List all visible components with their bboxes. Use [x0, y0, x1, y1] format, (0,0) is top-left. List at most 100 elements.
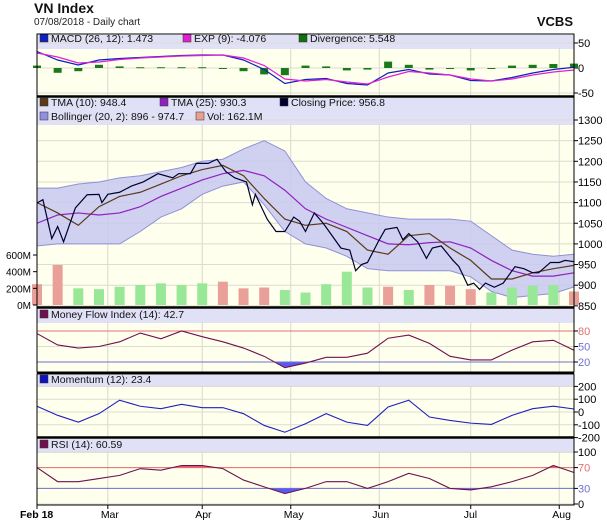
- x-tick-label: Jul: [464, 509, 477, 521]
- divergence-bar: [74, 68, 83, 72]
- legend-label: Bollinger (20, 2): 896 - 974.7: [51, 111, 184, 123]
- volume-bar: [527, 285, 538, 305]
- divergence-bar: [404, 64, 413, 68]
- volume-bar: [465, 289, 476, 305]
- volume-bar: [279, 290, 290, 305]
- volume-bar: [135, 285, 146, 305]
- legend-swatch: [39, 111, 49, 121]
- divergence-bar: [549, 64, 558, 68]
- rsi-y-tick-label: 0: [578, 499, 584, 511]
- tma25-line: [36, 169, 575, 277]
- momentum-y-tick-label: -100: [578, 420, 600, 432]
- volume-bar: [114, 286, 125, 305]
- rsi-legend-band: [37, 439, 574, 453]
- x-tick-label: Apr: [195, 509, 212, 521]
- volume-bar: [321, 284, 332, 305]
- volume-bar: [176, 285, 187, 305]
- x-tick-label: Mar: [101, 509, 120, 521]
- x-tick-label: Feb 18: [20, 509, 53, 521]
- macd-y-tick-label: -50: [578, 88, 594, 100]
- volume-bar: [486, 292, 497, 305]
- volume-bar: [217, 281, 228, 305]
- divergence-bar: [466, 68, 475, 71]
- volume-bar: [155, 283, 166, 305]
- mfi-y-tick-label: 20: [578, 357, 590, 369]
- price-y-tick-label: 1000: [578, 239, 602, 251]
- divergence-bar: [94, 64, 103, 68]
- divergence-bar: [218, 68, 227, 69]
- price-y-tick-label: 1200: [578, 156, 602, 168]
- momentum-y-tick-label: 100: [578, 394, 596, 406]
- divergence-bar: [53, 68, 62, 73]
- mfi-line: [36, 330, 575, 369]
- volume-tick-label: 400M: [6, 268, 31, 279]
- x-tick-label: Aug: [552, 509, 571, 521]
- volume-bar: [52, 265, 63, 305]
- volume-bar: [341, 271, 352, 305]
- macd-y-tick-label: 50: [578, 38, 590, 50]
- rsi-y-tick-label: 100: [578, 447, 596, 459]
- legend-swatch: [182, 33, 192, 43]
- price-y-tick-label: 1050: [578, 218, 602, 230]
- momentum-line: [36, 399, 575, 433]
- legend-swatch: [39, 374, 49, 384]
- divergence-bar: [156, 67, 165, 69]
- price-y-tick-label: 1250: [578, 136, 602, 148]
- divergence-bar: [508, 65, 517, 68]
- divergence-bar: [487, 68, 496, 69]
- mfi-y-tick-label: 50: [578, 341, 590, 353]
- divergence-bar: [301, 65, 310, 68]
- volume-bar: [403, 290, 414, 305]
- price-y-tick-label: 1100: [578, 198, 602, 210]
- price-y-tick-label: 950: [578, 260, 596, 272]
- legend-label: TMA (10): 948.4: [51, 97, 126, 109]
- volume-bar: [259, 287, 270, 305]
- price-y-tick-label: 1150: [578, 177, 602, 189]
- volume-bar: [197, 283, 208, 305]
- rsi-line: [36, 464, 575, 495]
- divergence-bar: [260, 68, 269, 75]
- chart-title: VN Index: [34, 0, 94, 16]
- divergence-bar: [322, 66, 331, 68]
- brand-label: VCBS: [536, 14, 573, 29]
- divergence-bar: [528, 64, 537, 68]
- momentum-y-tick-label: 0: [578, 407, 584, 419]
- legend-label: Closing Price: 956.8: [291, 97, 385, 109]
- legend-swatch: [39, 97, 49, 107]
- price-y-tick-label: 900: [578, 280, 596, 292]
- legend-label: RSI (14): 60.59: [51, 439, 122, 451]
- rsi-y-tick-label: 70: [578, 463, 590, 475]
- legend-label: MACD (26, 12): 1.473: [51, 33, 153, 45]
- divergence-bar: [384, 61, 393, 68]
- volume-bar: [424, 285, 435, 305]
- volume-tick-label: 200M: [6, 284, 31, 295]
- price-y-tick-label: 1300: [578, 115, 602, 127]
- divergence-bar: [198, 67, 207, 69]
- chart-subtitle: 07/08/2018 - Daily chart: [34, 17, 141, 28]
- volume-bar: [93, 289, 104, 305]
- legend-label: Momentum (12): 23.4: [51, 374, 152, 386]
- volume-bar: [548, 285, 559, 305]
- divergence-bar: [239, 68, 248, 72]
- legend-swatch: [39, 33, 49, 43]
- closing-price-line: [36, 158, 575, 291]
- divergence-bar: [446, 68, 455, 69]
- exp-signal-line: [36, 52, 575, 85]
- momentum-y-tick-label: -200: [578, 433, 600, 445]
- momentum-y-tick-label: 200: [578, 381, 596, 393]
- legend-label: Money Flow Index (14): 42.7: [51, 309, 184, 321]
- volume-bar: [238, 288, 249, 305]
- macd-y-tick-label: 0: [578, 63, 584, 75]
- price-y-tick-label: 850: [578, 301, 596, 313]
- volume-bar: [362, 287, 373, 305]
- legend-label: Vol: 162.1M: [207, 111, 262, 123]
- legend-swatch: [159, 97, 169, 107]
- macd-panel: 50 0 -50: [37, 34, 594, 100]
- legend-label: TMA (25): 930.3: [171, 97, 246, 109]
- volume-tick-label: 600M: [6, 251, 31, 262]
- legend-label: Divergence: 5.548: [310, 33, 395, 45]
- legend-label: EXP (9): -4.076: [194, 33, 266, 45]
- divergence-bar: [342, 68, 351, 71]
- x-tick-label: Jun: [372, 509, 389, 521]
